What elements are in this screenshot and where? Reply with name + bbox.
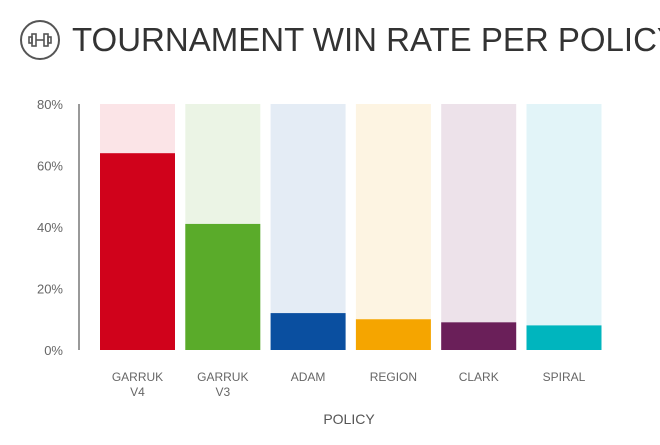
dumbbell-icon [20,20,60,60]
x-axis-title: POLICY [323,411,375,427]
x-tick-label: GARRUK V3 [197,370,248,399]
x-tick-label: CLARK [459,370,499,384]
bar-background [441,104,517,350]
y-tick-label: 60% [37,159,63,174]
bar [185,223,261,350]
y-tick-label: 40% [37,220,63,235]
chart-title: TOURNAMENT WIN RATE PER POLICY [72,21,660,58]
bar-background [526,104,602,350]
x-axis-labels: GARRUK V4 GARRUK V3 ADAM REGION CLARK SPIRAL [112,370,586,399]
y-tick-label: 80% [37,97,63,112]
bar-background [270,104,346,350]
x-tick-label: SPIRAL [543,370,586,384]
bar [355,319,431,350]
x-tick-label: ADAM [291,370,326,384]
x-tick-label: GARRUK V4 [112,370,163,399]
bar [441,322,517,350]
bar-backgrounds [100,104,602,350]
x-tick-label: REGION [370,370,417,384]
bar [100,153,175,350]
bar-background [355,104,431,350]
chart-header: TOURNAMENT WIN RATE PER POLICY [20,14,660,66]
y-axis-ticks: 0% 20% 40% 60% 80% [37,97,63,358]
bar [526,325,602,350]
bars [100,153,602,350]
y-tick-label: 0% [44,343,63,358]
bar [270,313,346,350]
y-tick-label: 20% [37,282,63,297]
